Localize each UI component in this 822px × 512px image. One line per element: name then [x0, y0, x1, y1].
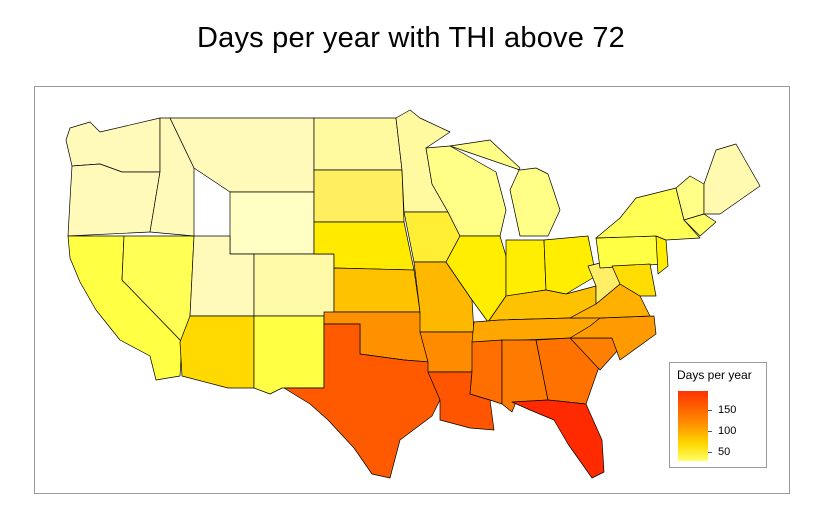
state-oregon — [67, 163, 161, 237]
state-kansas — [333, 267, 421, 313]
state-pennsylvania — [595, 235, 665, 269]
state-north-carolina — [569, 315, 657, 361]
state-wyoming — [229, 191, 315, 255]
state-south-dakota — [313, 169, 405, 223]
legend-tickmark-100 — [708, 431, 712, 432]
state-georgia — [535, 337, 601, 405]
state-new-jersey — [655, 235, 669, 275]
state-arkansas — [419, 331, 475, 373]
legend-tick-100: 100 — [718, 425, 737, 437]
map-frame — [34, 86, 790, 494]
state-washington — [65, 117, 161, 173]
state-indiana — [505, 239, 547, 297]
state-mississippi — [469, 339, 503, 405]
state-texas — [283, 323, 441, 479]
state-michigan — [449, 139, 561, 237]
legend-tick-150: 150 — [718, 404, 737, 416]
state-ohio — [543, 235, 597, 295]
map-title: Days per year with THI above 72 — [197, 22, 625, 54]
legend-tick-50: 50 — [718, 446, 731, 458]
state-massachusetts — [683, 213, 717, 237]
state-arizona — [179, 315, 255, 389]
state-colorado — [253, 253, 335, 317]
state-north-dakota — [313, 117, 403, 171]
legend-color-scale — [678, 391, 708, 461]
legend-tickmark-50 — [708, 452, 712, 453]
state-maine — [703, 143, 761, 215]
legend: Days per year 150 100 50 — [669, 362, 767, 468]
state-maryland — [611, 263, 657, 297]
state-florida — [511, 399, 605, 479]
legend-tickmark-150 — [708, 410, 712, 411]
state-new-mexico — [253, 315, 325, 395]
legend-title: Days per year — [677, 368, 752, 382]
